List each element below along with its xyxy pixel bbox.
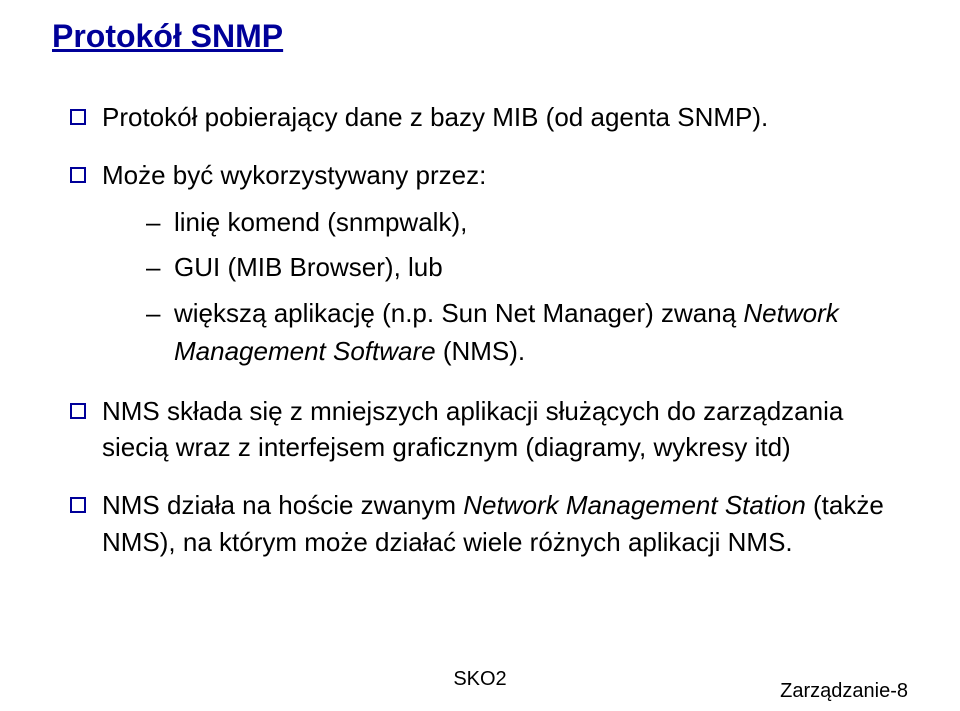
bullet-text: Protokół pobierający dane z bazy MIB (od… bbox=[102, 102, 768, 132]
footer-right-label: Zarządzanie-8 bbox=[780, 680, 908, 703]
square-bullet-icon bbox=[70, 167, 86, 183]
square-bullet-icon bbox=[70, 497, 86, 513]
sub-text: linię komend (snmpwalk), bbox=[174, 207, 467, 237]
sub-text: GUI (MIB Browser), lub bbox=[174, 252, 443, 282]
bullet-text-pre: NMS działa na hoście zwanym bbox=[102, 490, 463, 520]
bullet-text-italic: Network Management Station bbox=[463, 490, 806, 520]
sub-text-post: (NMS). bbox=[436, 336, 526, 366]
dash-icon: – bbox=[146, 295, 160, 333]
page-title: Protokół SNMP bbox=[52, 18, 908, 55]
sub-item-1: – linię komend (snmpwalk), bbox=[146, 204, 908, 242]
sub-item-2: – GUI (MIB Browser), lub bbox=[146, 249, 908, 287]
bullet-item-2: Może być wykorzystywany przez: – linię k… bbox=[70, 157, 908, 370]
square-bullet-icon bbox=[70, 109, 86, 125]
bullet-item-1: Protokół pobierający dane z bazy MIB (od… bbox=[70, 99, 908, 135]
square-bullet-icon bbox=[70, 403, 86, 419]
main-bullet-list: Protokół pobierający dane z bazy MIB (od… bbox=[52, 99, 908, 560]
sub-text-pre: większą aplikację (n.p. Sun Net Manager)… bbox=[174, 298, 743, 328]
bullet-item-4: NMS działa na hoście zwanym Network Mana… bbox=[70, 487, 908, 560]
dash-icon: – bbox=[146, 204, 160, 242]
dash-icon: – bbox=[146, 249, 160, 287]
footer-center-label: SKO2 bbox=[453, 668, 506, 691]
bullet-text: Może być wykorzystywany przez: bbox=[102, 160, 486, 190]
sub-bullet-list: – linię komend (snmpwalk), – GUI (MIB Br… bbox=[102, 204, 908, 371]
sub-item-3: – większą aplikację (n.p. Sun Net Manage… bbox=[146, 295, 908, 370]
bullet-item-3: NMS składa się z mniejszych aplikacji sł… bbox=[70, 393, 908, 466]
bullet-text: NMS składa się z mniejszych aplikacji sł… bbox=[102, 396, 843, 462]
